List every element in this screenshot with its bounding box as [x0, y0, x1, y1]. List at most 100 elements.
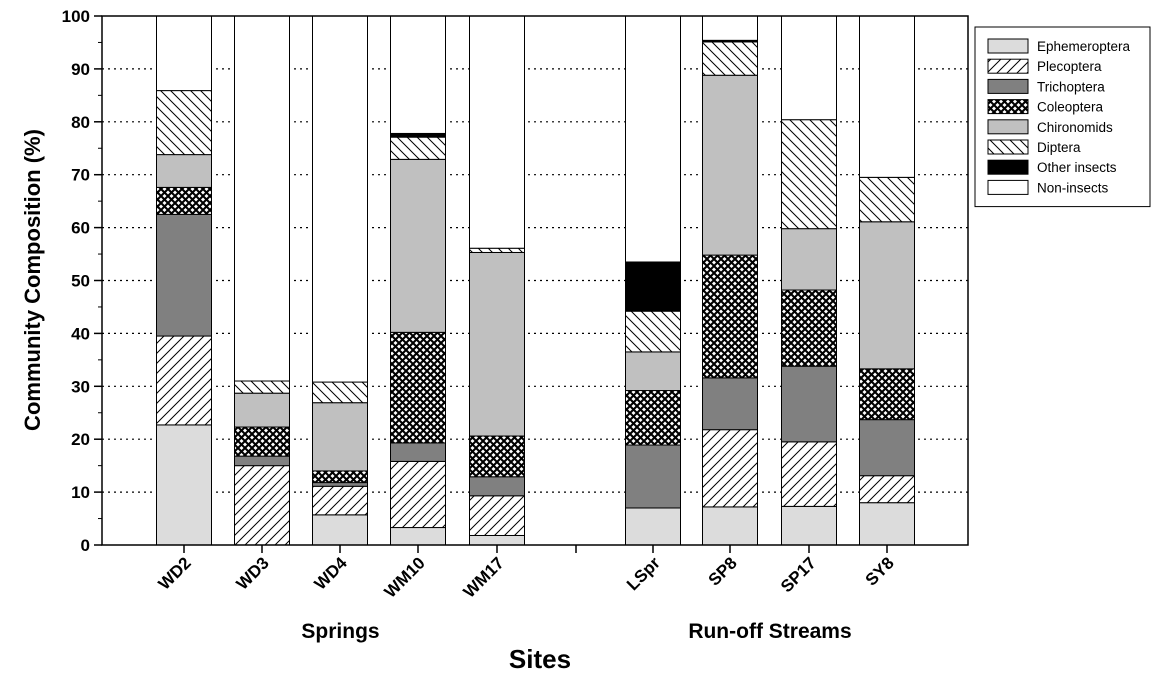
legend-swatch — [987, 119, 1029, 135]
bar-segment — [625, 507, 681, 546]
bar-segment — [859, 221, 915, 370]
x-tick-label: WD3 — [233, 553, 273, 593]
bar-segment — [781, 119, 837, 230]
bar-segment — [312, 402, 368, 472]
y-tick-label: 40 — [71, 324, 90, 343]
bar-segment — [781, 228, 837, 291]
bar-segment — [625, 310, 681, 353]
bar-segment — [469, 435, 525, 478]
bar-segment — [859, 475, 915, 504]
bar-segment — [702, 15, 758, 41]
legend-label: Diptera — [1037, 140, 1081, 155]
y-tick-label: 80 — [71, 113, 90, 132]
bar-segment — [781, 505, 837, 546]
y-tick-label: 0 — [81, 536, 90, 555]
legend-box — [974, 26, 1151, 208]
bar-segment — [234, 426, 290, 457]
y-tick-label: 50 — [71, 272, 90, 291]
legend-swatch — [987, 78, 1029, 94]
bar-segment — [469, 534, 525, 546]
y-tick-label: 60 — [71, 219, 90, 238]
x-tick-label: WD2 — [155, 553, 195, 593]
gridlines — [102, 68, 968, 493]
bar-segment — [390, 158, 446, 333]
group-labels: Springs Run-off Streams — [301, 620, 851, 643]
x-axis-title: Sites — [509, 644, 571, 674]
legend-label: Trichoptera — [1037, 79, 1105, 94]
bar-segment — [625, 351, 681, 392]
bar-segment — [625, 390, 681, 446]
bar-segment — [312, 514, 368, 546]
y-tick-label: 30 — [71, 377, 90, 396]
bar-segment — [390, 136, 446, 160]
group-label: Run-off Streams — [688, 620, 851, 643]
bar-segment — [156, 186, 212, 215]
bar-segment — [469, 476, 525, 497]
legend-swatch — [987, 159, 1029, 175]
bar-segment — [702, 429, 758, 508]
bar-segment — [312, 485, 368, 516]
bar-segment — [312, 381, 368, 404]
bar-segment — [312, 482, 368, 487]
bar-segment — [702, 506, 758, 546]
bar-segment — [156, 154, 212, 188]
y-axis: 0 10 20 30 40 50 60 70 80 90 100 — [62, 7, 102, 555]
bar-segment — [625, 444, 681, 509]
bar-segment — [469, 15, 525, 249]
bar-segment — [234, 455, 290, 467]
legend-swatch — [987, 38, 1029, 54]
bar-segment — [234, 465, 290, 546]
legend-swatch — [987, 99, 1029, 115]
y-tick-label: 100 — [62, 7, 90, 26]
legend-swatch — [987, 179, 1029, 195]
bar-segment — [234, 392, 290, 428]
bar-segment — [781, 289, 837, 367]
bar-segment — [156, 213, 212, 337]
bar-segment — [469, 247, 525, 253]
y-tick-label: 20 — [71, 430, 90, 449]
legend-label: Coleoptera — [1037, 100, 1104, 115]
bar-segment — [702, 74, 758, 256]
x-tick-label: WM17 — [460, 553, 508, 601]
legend-label: Non-insects — [1037, 180, 1109, 195]
bar-segment — [702, 41, 758, 76]
bar-stacks — [156, 15, 915, 546]
legend: Ephemeroptera Plecoptera Trichoptera Coleop… — [974, 26, 1151, 208]
y-tick-label: 90 — [71, 60, 90, 79]
legend-label: Plecoptera — [1037, 59, 1102, 74]
legend-label: Ephemeroptera — [1037, 39, 1131, 54]
x-tick-label: SY8 — [862, 553, 898, 589]
bar-segment — [312, 470, 368, 484]
bar-segment — [859, 419, 915, 477]
x-tick-label: SP8 — [705, 553, 741, 589]
bar-segment — [312, 15, 368, 383]
bar-segment — [469, 251, 525, 437]
x-axis: WD2 WD3 WD4 WM10 WM17 LSpr SP8 SP17 SY8 — [155, 545, 898, 602]
bar-segment — [781, 15, 837, 121]
y-axis-title: Community Composition (%) — [20, 129, 45, 431]
x-tick-label: LSpr — [623, 553, 664, 594]
legend-swatch — [987, 139, 1029, 155]
bar-segment — [859, 502, 915, 546]
bar-segment — [859, 15, 915, 178]
bar-segment — [859, 176, 915, 223]
bar-segment — [702, 377, 758, 431]
bar-segment — [390, 527, 446, 546]
bar-segment — [390, 331, 446, 444]
bar-segment — [781, 441, 837, 507]
bar-segment — [625, 15, 681, 263]
bar-segment — [702, 254, 758, 379]
group-label: Springs — [301, 620, 379, 643]
y-tick-label: 70 — [71, 166, 90, 185]
legend-label: Other insects — [1037, 160, 1117, 175]
x-tick-label: WD4 — [311, 553, 352, 594]
bar-segment — [469, 495, 525, 536]
bar-segment — [390, 15, 446, 134]
bar-segment — [156, 15, 212, 92]
x-tick-label: SP17 — [777, 553, 820, 596]
bar-segment — [390, 460, 446, 529]
bar-segment — [390, 442, 446, 462]
legend-swatch — [987, 58, 1029, 74]
legend-label: Chironomids — [1037, 120, 1113, 135]
